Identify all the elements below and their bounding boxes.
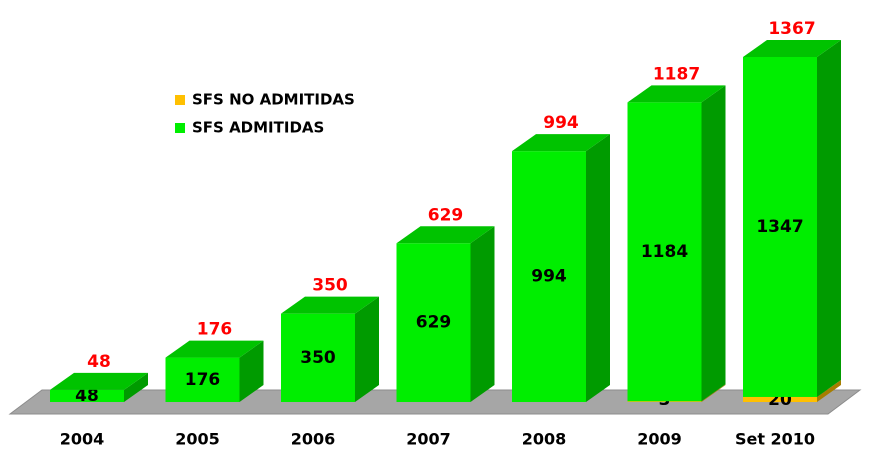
bar-side (239, 340, 264, 402)
value-label: 1184 (641, 242, 688, 262)
legend-swatch (175, 123, 185, 133)
bar-top (165, 340, 264, 358)
bar-top (743, 40, 841, 57)
x-tick-label: 2009 (637, 430, 682, 449)
total-label: 994 (543, 113, 579, 133)
x-tick-label: 2004 (60, 430, 105, 449)
bar-top (396, 226, 495, 244)
value-label: 1347 (756, 217, 803, 237)
bar-side (701, 85, 726, 402)
bar-side (355, 296, 379, 402)
total-label: 176 (197, 320, 233, 340)
bar (743, 57, 817, 397)
total-label: 629 (428, 205, 464, 225)
total-label: 350 (312, 276, 348, 296)
bar-side (470, 226, 495, 402)
value-label: 994 (531, 267, 567, 287)
bar (743, 396, 817, 402)
bar-side (124, 372, 148, 402)
legend-label: SFS ADMITIDAS (192, 119, 324, 137)
bar-side (817, 40, 841, 397)
legend-swatch (175, 95, 185, 105)
bar (627, 102, 702, 402)
legend-label: SFS NO ADMITIDAS (192, 91, 355, 109)
x-tick-label: 2007 (406, 430, 451, 449)
value-label: 176 (185, 370, 221, 390)
bar (165, 357, 240, 402)
bar (50, 389, 124, 402)
x-tick-label: 2008 (522, 430, 567, 449)
value-label: 48 (75, 386, 99, 406)
value-label: 629 (416, 313, 452, 333)
x-tick-label: Set 2010 (735, 430, 815, 449)
bar (512, 151, 586, 402)
total-label: 1367 (768, 19, 815, 39)
bar (396, 243, 471, 402)
bar (627, 401, 702, 402)
x-tick-label: 2005 (175, 430, 220, 449)
value-label: 350 (300, 348, 336, 368)
bar-side (586, 134, 610, 403)
bar (281, 313, 355, 402)
bar-top (50, 372, 148, 390)
bar-top (627, 85, 726, 103)
total-label: 1187 (653, 64, 700, 84)
total-label: 48 (87, 352, 111, 372)
bar-side (701, 384, 726, 402)
bar-top (281, 296, 379, 314)
bar-side (817, 379, 841, 402)
x-tick-label: 2006 (291, 430, 336, 449)
bar-top (512, 134, 610, 152)
